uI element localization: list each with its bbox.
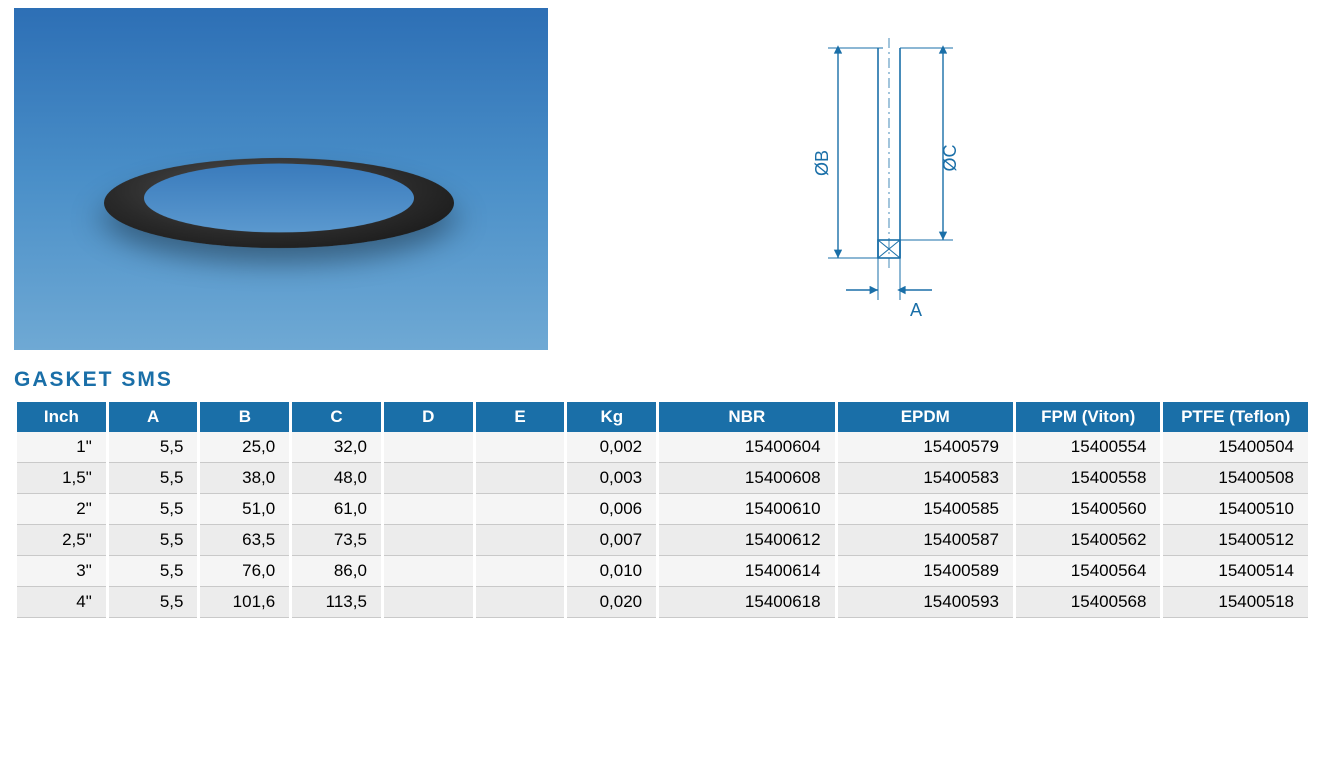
col-header: C bbox=[292, 402, 381, 432]
table-cell: 0,020 bbox=[567, 587, 656, 618]
col-header: E bbox=[476, 402, 565, 432]
table-cell: 15400514 bbox=[1163, 556, 1308, 587]
col-header: Kg bbox=[567, 402, 656, 432]
col-header: Inch bbox=[17, 402, 106, 432]
table-cell bbox=[476, 587, 565, 618]
table-cell: 15400612 bbox=[659, 525, 834, 556]
table-cell bbox=[384, 587, 473, 618]
table-cell: 15400608 bbox=[659, 463, 834, 494]
table-cell: 15400583 bbox=[838, 463, 1013, 494]
table-row: 2"5,551,061,00,0061540061015400585154005… bbox=[17, 494, 1308, 525]
table-cell: 5,5 bbox=[109, 587, 198, 618]
table-cell: 15400558 bbox=[1016, 463, 1160, 494]
table-cell: 15400510 bbox=[1163, 494, 1308, 525]
spec-table: InchABCDEKgNBREPDMFPM (Viton)PTFE (Teflo… bbox=[14, 402, 1311, 618]
table-row: 1,5"5,538,048,00,00315400608154005831540… bbox=[17, 463, 1308, 494]
svg-text:ØB: ØB bbox=[812, 150, 832, 176]
table-cell: 15400604 bbox=[659, 432, 834, 463]
table-cell: 5,5 bbox=[109, 463, 198, 494]
table-cell: 15400587 bbox=[838, 525, 1013, 556]
table-cell: 0,002 bbox=[567, 432, 656, 463]
table-cell: 15400560 bbox=[1016, 494, 1160, 525]
table-cell: 32,0 bbox=[292, 432, 381, 463]
table-cell: 15400593 bbox=[838, 587, 1013, 618]
table-cell: 0,007 bbox=[567, 525, 656, 556]
table-cell bbox=[384, 432, 473, 463]
table-cell: 15400585 bbox=[838, 494, 1013, 525]
section-title: GASKET SMS bbox=[14, 368, 1311, 392]
table-header-row: InchABCDEKgNBREPDMFPM (Viton)PTFE (Teflo… bbox=[17, 402, 1308, 432]
product-photo bbox=[14, 8, 548, 350]
diagram-svg: ØB ØC A bbox=[728, 18, 1028, 328]
table-cell bbox=[476, 556, 565, 587]
table-cell: 0,010 bbox=[567, 556, 656, 587]
technical-diagram: ØB ØC A bbox=[728, 18, 1028, 328]
table-cell bbox=[476, 494, 565, 525]
table-cell: 76,0 bbox=[200, 556, 289, 587]
table-cell: 48,0 bbox=[292, 463, 381, 494]
table-cell: 15400518 bbox=[1163, 587, 1308, 618]
table-cell: 15400554 bbox=[1016, 432, 1160, 463]
table-cell bbox=[384, 463, 473, 494]
table-cell: 86,0 bbox=[292, 556, 381, 587]
col-header: A bbox=[109, 402, 198, 432]
col-header: D bbox=[384, 402, 473, 432]
table-cell: 15400618 bbox=[659, 587, 834, 618]
table-cell: 4" bbox=[17, 587, 106, 618]
table-row: 4"5,5101,6113,50,02015400618154005931540… bbox=[17, 587, 1308, 618]
col-header: PTFE (Teflon) bbox=[1163, 402, 1308, 432]
table-cell: 15400568 bbox=[1016, 587, 1160, 618]
svg-text:ØC: ØC bbox=[940, 144, 960, 171]
table-cell: 61,0 bbox=[292, 494, 381, 525]
table-cell: 2" bbox=[17, 494, 106, 525]
table-cell: 15400589 bbox=[838, 556, 1013, 587]
table-cell bbox=[476, 525, 565, 556]
table-cell: 73,5 bbox=[292, 525, 381, 556]
table-cell: 15400564 bbox=[1016, 556, 1160, 587]
table-cell: 15400562 bbox=[1016, 525, 1160, 556]
table-cell: 5,5 bbox=[109, 525, 198, 556]
table-cell: 15400508 bbox=[1163, 463, 1308, 494]
table-cell: 0,006 bbox=[567, 494, 656, 525]
table-row: 3"5,576,086,00,0101540061415400589154005… bbox=[17, 556, 1308, 587]
table-cell bbox=[384, 494, 473, 525]
col-header: B bbox=[200, 402, 289, 432]
table-cell: 15400579 bbox=[838, 432, 1013, 463]
table-cell: 15400610 bbox=[659, 494, 834, 525]
gasket-ring-inner bbox=[144, 164, 414, 233]
table-cell: 5,5 bbox=[109, 432, 198, 463]
table-cell: 25,0 bbox=[200, 432, 289, 463]
table-cell: 38,0 bbox=[200, 463, 289, 494]
table-cell: 5,5 bbox=[109, 556, 198, 587]
table-cell: 5,5 bbox=[109, 494, 198, 525]
table-cell: 3" bbox=[17, 556, 106, 587]
table-cell: 101,6 bbox=[200, 587, 289, 618]
table-cell: 15400512 bbox=[1163, 525, 1308, 556]
table-cell: 1,5" bbox=[17, 463, 106, 494]
svg-text:A: A bbox=[910, 300, 922, 320]
table-cell bbox=[476, 463, 565, 494]
col-header: NBR bbox=[659, 402, 834, 432]
table-cell: 2,5" bbox=[17, 525, 106, 556]
top-row: ØB ØC A bbox=[14, 8, 1311, 350]
table-row: 1"5,525,032,00,0021540060415400579154005… bbox=[17, 432, 1308, 463]
table-cell: 15400504 bbox=[1163, 432, 1308, 463]
table-cell: 1" bbox=[17, 432, 106, 463]
col-header: EPDM bbox=[838, 402, 1013, 432]
table-cell: 15400614 bbox=[659, 556, 834, 587]
table-row: 2,5"5,563,573,50,00715400612154005871540… bbox=[17, 525, 1308, 556]
table-cell: 63,5 bbox=[200, 525, 289, 556]
table-cell: 0,003 bbox=[567, 463, 656, 494]
table-cell: 113,5 bbox=[292, 587, 381, 618]
col-header: FPM (Viton) bbox=[1016, 402, 1160, 432]
table-cell: 51,0 bbox=[200, 494, 289, 525]
table-cell bbox=[384, 525, 473, 556]
table-body: 1"5,525,032,00,0021540060415400579154005… bbox=[17, 432, 1308, 618]
table-cell bbox=[384, 556, 473, 587]
table-cell bbox=[476, 432, 565, 463]
